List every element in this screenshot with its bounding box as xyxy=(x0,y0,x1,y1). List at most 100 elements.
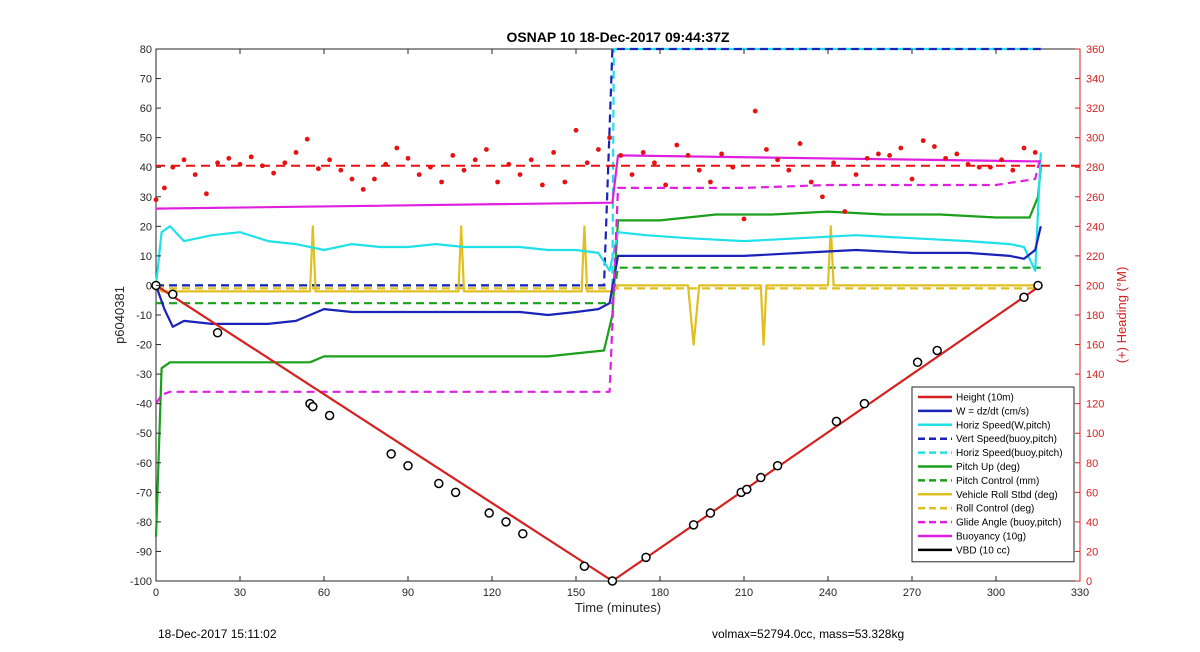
heading-point xyxy=(932,144,937,149)
height-marker xyxy=(756,472,766,483)
heading-point xyxy=(764,147,769,152)
heading-point xyxy=(162,185,167,191)
heading-point xyxy=(652,160,657,166)
y-right-tick-label: 300 xyxy=(1086,133,1104,145)
heading-point xyxy=(797,141,803,146)
y-left-tick-label: 50 xyxy=(140,133,152,145)
height-marker xyxy=(168,289,178,300)
heading-point xyxy=(439,179,444,185)
heading-point xyxy=(629,172,635,178)
height-marker xyxy=(772,460,783,471)
heading-point xyxy=(618,153,624,158)
height-marker xyxy=(688,520,699,530)
height-marker xyxy=(912,357,923,368)
heading-point xyxy=(495,179,500,185)
y-axis-right-ticks: 0 20 40 60 80 100 120 140 160 180 200 220 240 260 280 3… xyxy=(1075,44,1104,588)
y-left-tick-label: 80 xyxy=(140,44,152,56)
heading-point xyxy=(416,172,422,178)
x-tick-label: 90 xyxy=(402,587,414,599)
height-marker xyxy=(641,552,651,563)
y-right-tick-label: 180 xyxy=(1086,310,1104,322)
x-tick-label: 120 xyxy=(483,587,501,599)
x-tick-label: 210 xyxy=(735,587,753,599)
legend-label: Vehicle Roll Stbd (deg) xyxy=(956,490,1058,501)
legend-box xyxy=(911,386,1075,563)
y-right-tick-label: 0 xyxy=(1086,576,1092,588)
heading-point xyxy=(360,186,366,192)
heading-point xyxy=(741,216,747,222)
height-marker xyxy=(403,460,413,471)
height-marker xyxy=(434,478,444,489)
heading-point xyxy=(338,167,344,173)
heading-point xyxy=(607,135,612,141)
y-right-tick-label: 280 xyxy=(1086,162,1104,174)
heading-point xyxy=(573,127,579,133)
y-right-tick-label: 240 xyxy=(1086,221,1104,233)
height-marker xyxy=(742,484,752,495)
heading-point xyxy=(540,182,545,188)
height-marker xyxy=(484,508,494,518)
x-tick-label: 150 xyxy=(567,587,585,599)
y-left-tick-label: 30 xyxy=(140,192,152,204)
heading-point xyxy=(596,147,601,152)
y-left-tick-label: -30 xyxy=(136,369,152,381)
heading-point xyxy=(909,176,915,182)
heading-point xyxy=(248,154,254,160)
height-marker xyxy=(308,401,318,412)
heading-point xyxy=(372,176,377,182)
heading-point xyxy=(394,145,400,151)
heading-point xyxy=(887,153,892,158)
y-left-tick-label: 70 xyxy=(140,74,152,86)
heading-point xyxy=(170,164,176,170)
heading-point xyxy=(517,172,523,178)
y-left-tick-label: -80 xyxy=(136,517,152,529)
heading-point xyxy=(1032,150,1038,155)
legend-label: VBD (10 cc) xyxy=(956,545,1010,556)
heading-point xyxy=(808,179,814,185)
heading-point xyxy=(999,157,1004,163)
y-right-tick-label: 20 xyxy=(1086,546,1098,558)
heading-point xyxy=(226,155,232,161)
heading-point xyxy=(842,209,848,214)
height-marker xyxy=(1033,280,1043,291)
y-axis-left-ticks: -100-90-80-70-60-50-40-30-20-10010203040… xyxy=(130,44,161,588)
heading-point xyxy=(965,161,971,167)
height-marker xyxy=(386,449,396,459)
x-tick-label: 270 xyxy=(903,587,921,599)
heading-point xyxy=(562,179,568,185)
data-series xyxy=(154,47,1042,583)
y-right-tick-label: 140 xyxy=(1086,369,1104,381)
heading-point xyxy=(719,151,724,157)
heading-point xyxy=(685,153,691,158)
height-marker xyxy=(831,416,842,427)
heading-point xyxy=(428,164,433,170)
height-marker xyxy=(450,487,461,498)
heading-point xyxy=(864,155,870,161)
heading-point xyxy=(405,155,411,161)
heading-point xyxy=(730,164,736,170)
heading-point xyxy=(954,151,960,157)
heading-point xyxy=(528,157,534,163)
heading-point xyxy=(153,197,159,203)
y-left-tick-label: 40 xyxy=(140,162,152,174)
y-right-tick-label: 100 xyxy=(1086,428,1104,440)
y-right-tick-label: 80 xyxy=(1086,458,1098,470)
y-right-tick-label: 120 xyxy=(1086,399,1104,411)
heading-point xyxy=(943,155,948,161)
heading-points xyxy=(153,108,1080,222)
y-axis-right-label: (+) Heading (°M) xyxy=(1114,267,1129,364)
heading-point xyxy=(192,172,198,178)
heading-point xyxy=(696,167,702,173)
heading-point xyxy=(484,147,489,152)
height-marker xyxy=(501,517,511,527)
y-right-tick-label: 200 xyxy=(1086,280,1104,292)
y-right-tick-label: 260 xyxy=(1086,192,1104,204)
y-left-tick-label: -50 xyxy=(136,428,152,440)
heading-point xyxy=(1021,145,1027,151)
heading-point xyxy=(663,182,668,188)
heading-point xyxy=(584,160,590,166)
x-axis-ticks: 0 30 60 90 120 150 180 210 240 270 300 330 xyxy=(153,49,1089,599)
legend-label: Pitch Up (deg) xyxy=(956,462,1020,473)
series-line-pitch xyxy=(154,167,1042,537)
legend-label: Horiz Speed(buoy,pitch) xyxy=(956,448,1063,459)
